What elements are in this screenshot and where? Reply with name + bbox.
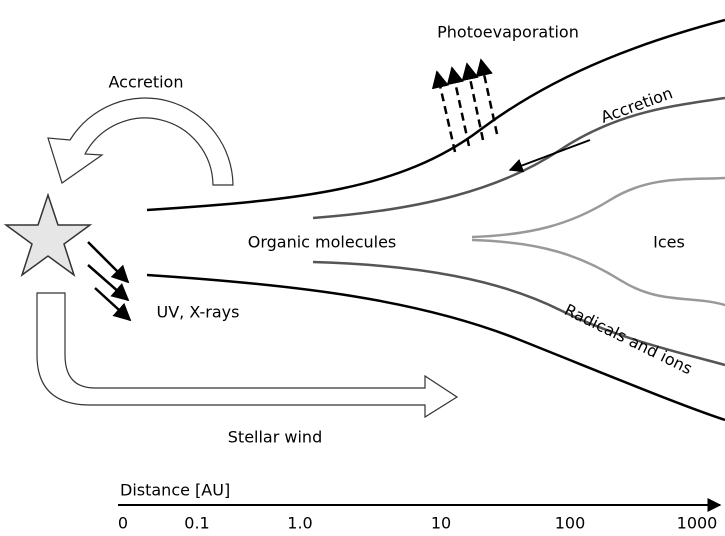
- label: Radicals and ions: [562, 300, 696, 378]
- uv-arrows: [87, 241, 132, 322]
- tick-label: 0.1: [184, 514, 209, 533]
- label: Photoevaporation: [437, 23, 579, 42]
- tick-label: 100: [555, 514, 586, 533]
- star: [3, 192, 93, 277]
- label: Organic molecules: [248, 233, 397, 252]
- label: Accretion: [598, 83, 675, 127]
- tick-label: 1.0: [287, 514, 312, 533]
- photoevaporation-arrows: [431, 58, 499, 153]
- label: UV, X-rays: [157, 303, 240, 322]
- accretion-flow-arrow: [508, 139, 591, 173]
- stellar-wind-arrow: [36, 292, 459, 419]
- accretion-arrow: [47, 97, 234, 186]
- tick-label: 0: [118, 514, 128, 533]
- tick-label: 10: [431, 514, 451, 533]
- label: Accretion: [109, 73, 184, 92]
- axis-label: Distance [AU]: [120, 481, 230, 500]
- label: Stellar wind: [228, 428, 322, 447]
- label: Ices: [653, 233, 685, 252]
- disk: [146, 18, 725, 422]
- tick-label: 1000: [677, 514, 718, 533]
